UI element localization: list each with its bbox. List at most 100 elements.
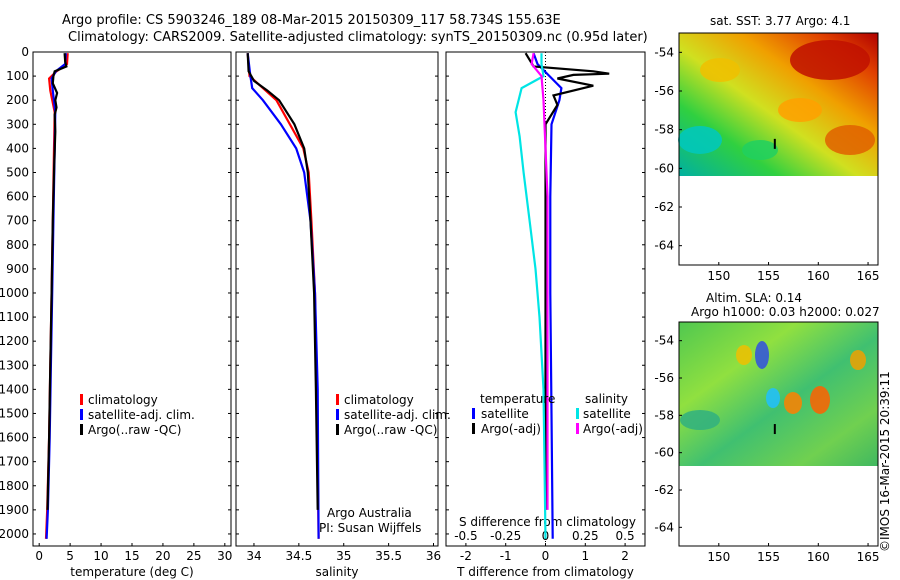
y-tick-label: 1200: [0, 334, 29, 348]
y-tick-label: 1400: [0, 382, 29, 396]
map-feature: [766, 388, 780, 408]
lon-tick-label: 165: [857, 269, 880, 283]
y-tick-label: 100: [6, 69, 29, 83]
panel-salinity: 34 34.5 35 35.5 36 salinity: [235, 51, 441, 579]
legend-item: satellite-adj. clim.: [80, 407, 195, 422]
legend-label: Argo(-adj): [583, 422, 643, 436]
x-axis-label: T difference from climatology: [456, 565, 634, 579]
legend-swatch: [576, 408, 579, 419]
x-tick-label: 0: [35, 549, 43, 563]
legend-label: Argo(-adj): [481, 422, 541, 436]
legend-swatch: [472, 408, 475, 419]
s-tick-label: -0.25: [490, 529, 521, 543]
legend-salinity: climatology satellite-adj. clim. Argo(..ra…: [336, 392, 451, 437]
legend-temperature: climatology satellite-adj. clim. Argo(..ra…: [80, 392, 195, 437]
sst-map-title: sat. SST: 3.77 Argo: 4.1: [710, 14, 851, 28]
legend-item: Argo(..raw -QC): [336, 422, 451, 437]
credit-line-1: Argo Australia: [327, 506, 412, 520]
series-line-temperature-argo-adj-: [524, 52, 610, 510]
x-tick-label: 2: [621, 549, 629, 563]
series-line-argo-raw-qc-: [246, 53, 319, 510]
y-tick-label: 1000: [0, 286, 29, 300]
y-tick-label: 900: [6, 262, 29, 276]
x-tick-label: 20: [155, 549, 170, 563]
lat-tick-label: -62: [654, 200, 674, 214]
sla-map-title-1: Altim. SLA: 0.14: [706, 291, 803, 305]
x-tick-label: -1: [500, 549, 512, 563]
x-tick-label: 10: [93, 549, 108, 563]
legend-item: satellite-adj. clim.: [336, 407, 451, 422]
legend-label: satellite: [583, 407, 631, 421]
title-line-2: Climatology: CARS2009. Satellite-adjuste…: [68, 30, 648, 45]
lat-tick-label: -54: [654, 45, 674, 59]
y-tick-label: 1600: [0, 431, 29, 445]
map-feature: [736, 345, 752, 365]
x-tick-label: 34.5: [285, 549, 312, 563]
x-tick-label: 1: [581, 549, 589, 563]
legend-swatch: [336, 409, 339, 420]
legend-swatch: [472, 423, 475, 434]
lat-tick-label: -62: [654, 483, 674, 497]
stamp: ©IMOS 16-Mar-2015 20:39:11: [878, 371, 892, 552]
legend-label: satellite-adj. clim.: [344, 407, 451, 422]
y-tick-label: 1700: [0, 455, 29, 469]
sla-map: -54 -56 -58 -60 -62 -64 150 155 160 165: [654, 321, 880, 564]
x-axis-label: temperature (deg C): [70, 565, 193, 579]
sst-map: -54 -56 -58 -60 -62 -64 150 155 160 165: [654, 32, 880, 283]
y-tick-label: 1900: [0, 503, 29, 517]
x-tick-label: 0: [542, 549, 550, 563]
y-tick-label: 1800: [0, 479, 29, 493]
legend-label: Argo(..raw -QC): [88, 422, 182, 437]
y-tick-label: 300: [6, 117, 29, 131]
x-tick-label: 15: [124, 549, 139, 563]
legend-label: climatology: [344, 392, 414, 407]
y-tick-label: 1300: [0, 358, 29, 372]
lon-tick-label: 165: [857, 550, 880, 564]
lon-tick-label: 155: [757, 550, 780, 564]
lat-tick-label: -54: [654, 334, 674, 348]
legend-difference: temperature salinitysatelliteArgo(-adj)sa…: [472, 392, 643, 436]
x-tick-label: -2: [460, 549, 472, 563]
map-feature: [755, 341, 769, 369]
x-tick-label: 35.5: [375, 549, 402, 563]
y-tick-label: 400: [6, 141, 29, 155]
s-axis-title: S difference from climatology: [459, 515, 636, 529]
y-tick-label: 500: [6, 165, 29, 179]
x-tick-label: 25: [186, 549, 201, 563]
lon-tick-label: 155: [757, 269, 780, 283]
s-tick-label: 0.5: [616, 529, 635, 543]
y-tick-label: 200: [6, 93, 29, 107]
legend-swatch: [336, 424, 339, 435]
map-frame: [678, 32, 879, 266]
series-line-salinity-satellite: [514, 53, 547, 539]
lat-tick-label: -60: [654, 446, 674, 460]
map-feature: [810, 386, 830, 414]
map-feature: [790, 40, 870, 80]
map-feature: [678, 126, 722, 154]
y-tick-label: 1500: [0, 406, 29, 420]
panel-frame: [32, 51, 232, 547]
y-tick-label: 1100: [0, 310, 29, 324]
x-tick-label: 34: [246, 549, 261, 563]
legend-label: satellite-adj. clim.: [88, 407, 195, 422]
lat-tick-label: -64: [654, 239, 674, 253]
legend-label: climatology: [88, 392, 158, 407]
s-tick-label: 0.25: [572, 529, 599, 543]
lon-tick-label: 150: [707, 550, 730, 564]
legend-swatch: [80, 424, 83, 435]
series-line-salinity-argo-adj-: [530, 52, 549, 510]
series-line-satellite-adj-clim-: [246, 53, 320, 539]
credit-line-2: PI: Susan Wijffels: [319, 521, 422, 535]
legend-temperature-title: temperature: [480, 392, 555, 406]
map-feature: [850, 350, 866, 370]
lat-tick-label: -60: [654, 161, 674, 175]
map-feature: [778, 98, 822, 122]
lon-tick-label: 160: [807, 550, 830, 564]
legend-item: climatology: [80, 392, 195, 407]
lat-tick-label: -58: [654, 408, 674, 422]
legend-item: Argo(..raw -QC): [80, 422, 195, 437]
y-tick-label: 800: [6, 238, 29, 252]
x-axis-label: salinity: [315, 565, 358, 579]
y-tick-label: 2000: [0, 527, 29, 541]
